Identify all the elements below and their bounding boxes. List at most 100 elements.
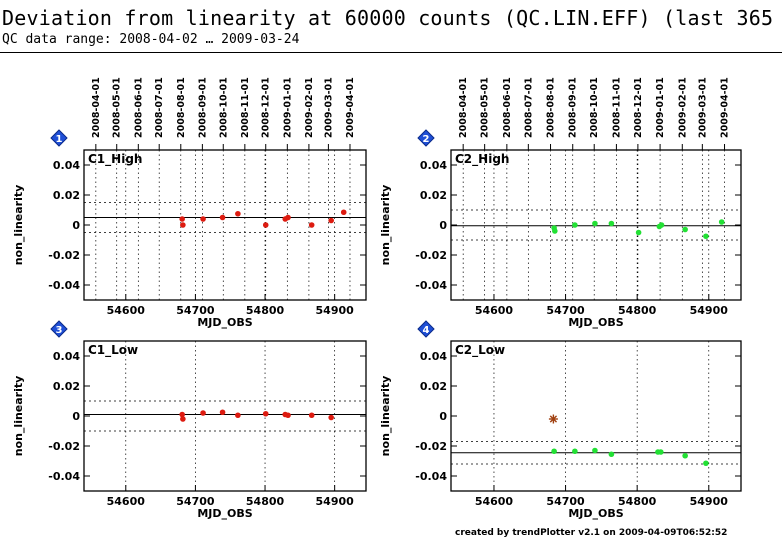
panel-1-point-8: [308, 222, 315, 228]
panel-1-point-5: [262, 222, 269, 228]
panel-4-ytick-label-2: 0: [439, 410, 447, 423]
panel-4-frame: [450, 340, 742, 492]
panel-2-label: C2_High: [455, 152, 509, 167]
panel-2-badge: [417, 129, 435, 147]
panel-1-point-1: [180, 222, 186, 228]
panel-2-date-label-6: 2008-10-01: [589, 77, 600, 138]
panel-1-ytick-label-2: 0: [72, 219, 80, 232]
panel-2-ytick-label-2: 0: [439, 219, 447, 232]
panel-1-xtick-label-1: 54700: [176, 304, 215, 317]
panel-4-point-7: [703, 460, 709, 467]
panel-2-date-label-2: 2008-06-01: [502, 77, 513, 138]
panel-4-outlier-stroke-3: [549, 415, 558, 423]
panel-2-xlabel: MJD_OBS: [568, 316, 623, 329]
panel-4-xtick-label-3: 54900: [690, 495, 729, 508]
header-divider: [0, 52, 782, 53]
panel-1-xtick-label-2: 54800: [246, 304, 285, 317]
panel-3-badge: [50, 320, 68, 338]
panel-1-point-10: [340, 209, 347, 216]
panel-3-xtick-label-1: 54700: [176, 495, 215, 508]
panel-4-ytick-label-1: 0.02: [420, 380, 447, 393]
footer-credit: created by trendPlotter v2.1 on 2009-04-…: [455, 528, 728, 538]
panel-4-point-3: [608, 451, 615, 458]
panel-2-date-label-8: 2008-12-01: [633, 77, 644, 138]
panel-4-point-5: [658, 449, 664, 455]
panel-4-ylabel: non_linearity: [379, 376, 392, 457]
panel-1-date-label-2: 2008-06-01: [133, 77, 144, 138]
panel-2-xtick-label-1: 54700: [546, 304, 585, 317]
panel-1-date-label-8: 2008-12-01: [261, 77, 272, 138]
panel-1-xtick-label-3: 54900: [316, 304, 355, 317]
panel-1-date-label-4: 2008-08-01: [176, 77, 187, 138]
panel-3-ylabel: non_linearity: [12, 376, 25, 457]
panel-1-date-label-5: 2008-09-01: [197, 77, 208, 138]
panel-2-point-4: [608, 220, 615, 227]
panel-2-point-9: [703, 233, 709, 240]
panel-2-point-8: [682, 226, 688, 233]
panel-1-ylabel: non_linearity: [12, 185, 25, 266]
panel-4-ytick-label-0: 0.04: [420, 350, 447, 363]
panel-3-point-3: [219, 409, 226, 416]
page-subtitle: QC data range: 2008-04-02 … 2009-03-24: [2, 32, 300, 47]
panel-1-date-label-10: 2009-02-01: [304, 77, 315, 138]
panel-3-point-7: [285, 412, 291, 419]
panel-2-date-label-3: 2008-07-01: [523, 77, 534, 138]
panel-1-date-label-1: 2008-05-01: [112, 77, 123, 138]
panel-3-point-9: [328, 414, 334, 421]
panel-1-point-4: [235, 210, 241, 217]
panel-1-label: C1_High: [88, 152, 142, 167]
panel-1-frame: [83, 149, 367, 301]
panel-1-date-label-9: 2009-01-01: [282, 77, 293, 138]
panel-1-point-7: [285, 214, 291, 221]
panel-2-point-1: [552, 228, 558, 234]
panel-3-ytick-label-3: -0.02: [48, 440, 80, 453]
panel-3-badge-number: 3: [56, 325, 63, 336]
panel-2-xtick-label-2: 54800: [618, 304, 657, 317]
panel-4-xlabel: MJD_OBS: [568, 507, 623, 520]
panel-2-date-label-5: 2008-09-01: [568, 77, 579, 138]
panel-3-xtick-label-3: 54900: [316, 495, 355, 508]
panel-2-ytick-label-4: -0.04: [415, 279, 447, 292]
panel-4-point-1: [572, 448, 578, 455]
panel-3-xtick-label-2: 54800: [246, 495, 285, 508]
panel-3-ytick-label-2: 0: [72, 410, 80, 423]
panel-3-point-8: [308, 412, 315, 419]
panel-2-date-label-1: 2008-05-01: [480, 77, 491, 138]
panel-1-ytick-label-4: -0.04: [48, 279, 80, 292]
panel-3-frame: [83, 340, 367, 492]
panel-1-point-9: [328, 217, 334, 224]
panel-2-point-7: [658, 222, 665, 228]
panel-3-point-0: [179, 411, 185, 418]
panel-1-ytick-label-3: -0.02: [48, 249, 80, 262]
panel-1-point-0: [179, 216, 185, 222]
panel-3-point-1: [180, 416, 186, 422]
panel-1-ytick-label-0: 0.04: [53, 159, 80, 172]
panel-1-date-label-3: 2008-07-01: [154, 77, 165, 138]
panel-2-point-2: [572, 222, 578, 228]
panel-3-ytick-label-1: 0.02: [53, 380, 80, 393]
page-title: Deviation from linearity at 60000 counts…: [2, 6, 782, 30]
panel-3-ytick-label-0: 0.04: [53, 350, 80, 363]
panel-1-xtick-label-0: 54600: [107, 304, 146, 317]
panel-1-badge: [50, 129, 68, 147]
panel-2-point-10: [718, 219, 725, 225]
panel-1-badge-number: 1: [56, 134, 63, 145]
panel-2-ytick-label-0: 0.04: [420, 159, 447, 172]
panel-3-point-5: [262, 410, 269, 417]
panel-1-date-label-7: 2008-11-01: [240, 77, 251, 138]
panel-3-ytick-label-4: -0.04: [48, 470, 80, 483]
panel-3-point-2: [200, 410, 206, 416]
panel-1-date-label-11: 2009-03-01: [323, 77, 334, 138]
panel-1-point-2: [200, 216, 206, 222]
panel-2-date-label-12: 2009-04-01: [720, 77, 731, 138]
panel-2-xtick-label-3: 54900: [690, 304, 729, 317]
panel-1-point-3: [219, 214, 226, 221]
panel-4-label: C2_Low: [455, 343, 505, 358]
panel-2-point-3: [592, 220, 598, 227]
panel-1-date-label-6: 2008-10-01: [218, 77, 229, 138]
panel-2-ytick-label-3: -0.02: [415, 249, 447, 262]
panel-4-point-6: [682, 452, 688, 459]
panel-2-date-label-9: 2009-01-01: [655, 77, 666, 138]
panel-1-xlabel: MJD_OBS: [197, 316, 252, 329]
